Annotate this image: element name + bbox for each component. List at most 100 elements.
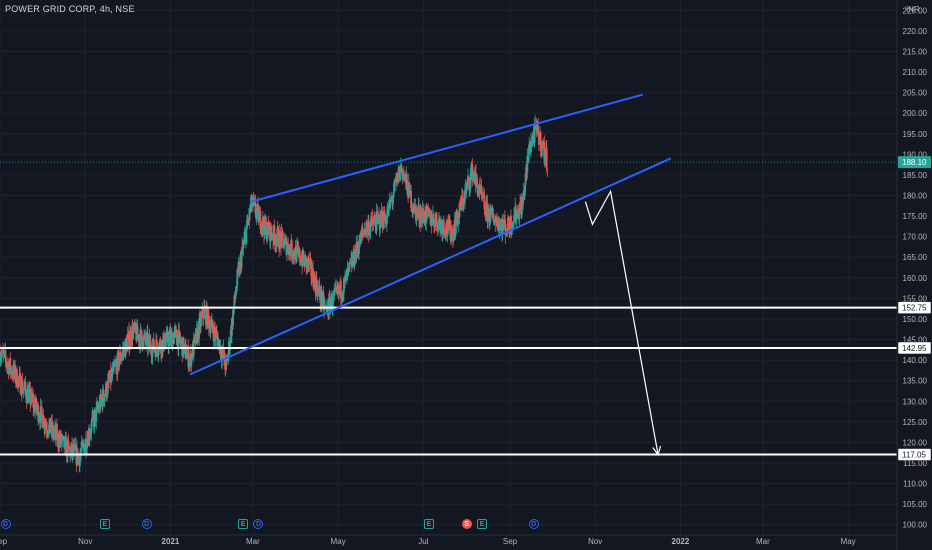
- candle-body: [402, 174, 405, 180]
- candle-body: [23, 386, 26, 389]
- candle-body: [504, 219, 506, 224]
- candle-body: [324, 305, 327, 307]
- candle-body: [524, 173, 527, 186]
- candle-body: [398, 166, 401, 181]
- candle-body: [461, 195, 463, 210]
- candle-body: [155, 340, 158, 348]
- candle-body: [273, 224, 276, 235]
- event-marker-e[interactable]: E: [99, 519, 110, 529]
- event-marker-e[interactable]: E: [423, 519, 434, 529]
- event-marker-s[interactable]: S: [461, 519, 472, 529]
- candle-body: [128, 330, 130, 349]
- candle-body: [287, 243, 290, 252]
- candle-body: [178, 331, 181, 340]
- candle-body: [126, 334, 129, 341]
- candle-body: [0, 353, 3, 358]
- event-marker-e[interactable]: E: [238, 519, 249, 529]
- candle-body: [22, 390, 24, 392]
- candle-body: [393, 182, 396, 193]
- candle-body: [182, 337, 185, 355]
- projection-arrowhead: [652, 445, 662, 457]
- candle-body: [321, 303, 324, 306]
- candle-body: [441, 229, 444, 235]
- candle-body: [439, 221, 442, 230]
- candle-body: [29, 388, 32, 405]
- candle-body: [36, 408, 38, 410]
- candle-body: [67, 440, 70, 445]
- candle-body: [37, 404, 40, 421]
- candle-body: [273, 234, 276, 245]
- time-axis[interactable]: Sep Nov 2021 Mar May Jul Sep Nov 2022 Mar May: [0, 534, 897, 546]
- candle-body: [52, 433, 55, 436]
- candle-body: [177, 330, 180, 350]
- candle-body: [114, 364, 116, 367]
- candle-body: [384, 217, 387, 224]
- candle-body: [95, 407, 98, 422]
- horizontal-levels[interactable]: [0, 306, 897, 456]
- candle-body: [119, 352, 122, 361]
- candle-body: [72, 446, 75, 454]
- y-tick-label: 110.00: [903, 480, 927, 489]
- candle-body: [447, 219, 449, 234]
- candle-body: [450, 236, 452, 240]
- event-marker-d[interactable]: D: [253, 519, 264, 529]
- candle-body: [91, 417, 93, 423]
- candle-body: [457, 212, 460, 225]
- channel-lines[interactable]: [189, 93, 672, 376]
- x-tick-label: May: [841, 537, 856, 546]
- candle-body: [369, 224, 372, 233]
- candle-body: [68, 444, 70, 449]
- price-axis[interactable]: 225.00 220.00 215.00 210.00 205.00 200.00 195.…: [896, 0, 928, 550]
- candle-body: [232, 311, 234, 326]
- candle-body: [322, 293, 325, 296]
- candle-body: [46, 432, 49, 435]
- y-tick-label: 205.00: [903, 89, 928, 98]
- candle-body: [142, 336, 145, 348]
- candle-body: [209, 327, 212, 334]
- candle-body: [333, 291, 336, 296]
- candle-body: [157, 351, 160, 355]
- y-tick-label: 100.00: [903, 521, 928, 530]
- candle-body: [330, 296, 333, 310]
- candle-body: [285, 237, 288, 255]
- candle-body: [53, 430, 56, 434]
- candle-body: [408, 182, 411, 186]
- event-marker-d[interactable]: D: [528, 519, 539, 529]
- candle-body: [370, 216, 373, 225]
- candle-body: [80, 450, 83, 455]
- candle-body: [164, 341, 167, 348]
- candle-body: [215, 332, 218, 340]
- y-tick-label: 180.00: [903, 191, 928, 200]
- candle-body: [492, 213, 495, 221]
- candle-body: [342, 278, 345, 293]
- candle-body: [45, 425, 48, 431]
- candle-body: [136, 324, 139, 336]
- candle-body: [461, 195, 464, 198]
- x-tick-label: Nov: [588, 537, 602, 546]
- candle-body: [220, 345, 222, 356]
- candle-body: [399, 165, 402, 173]
- candle-body: [458, 209, 461, 217]
- candle-body: [295, 245, 298, 262]
- candle-body: [175, 328, 178, 339]
- candle-body: [22, 388, 25, 391]
- candle-body: [364, 230, 367, 236]
- event-marker-d[interactable]: D: [0, 519, 11, 529]
- candle-body: [149, 341, 152, 350]
- candle-body: [347, 267, 350, 272]
- candle-body: [178, 330, 181, 332]
- candle-body: [289, 245, 291, 250]
- candle-body: [111, 368, 114, 376]
- candle-body: [507, 217, 510, 229]
- candle-body: [140, 329, 142, 331]
- candle-body: [49, 418, 52, 433]
- candle-body: [114, 363, 117, 365]
- projection-arrow[interactable]: [584, 189, 662, 457]
- event-marker-d[interactable]: D: [141, 519, 152, 529]
- event-marker-e[interactable]: E: [477, 519, 488, 529]
- candle-body: [418, 205, 420, 220]
- candle-body: [116, 353, 119, 375]
- candle-body: [433, 219, 436, 227]
